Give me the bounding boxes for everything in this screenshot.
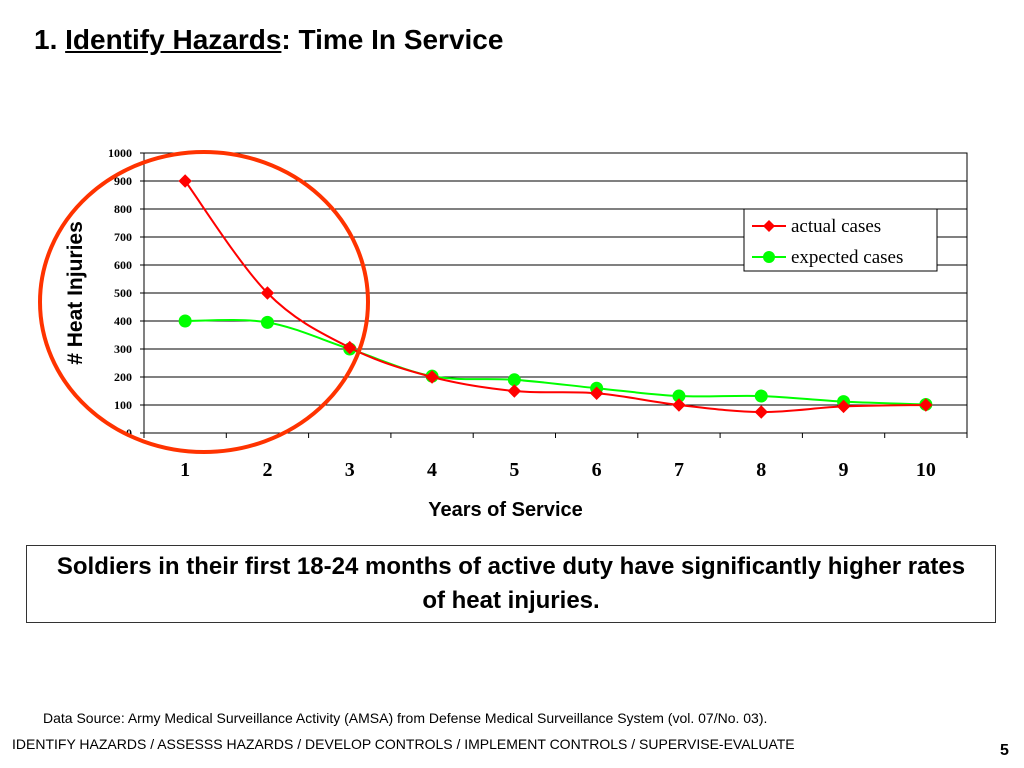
legend-marker-actual-cases: [763, 220, 775, 232]
footer-process-steps: IDENTIFY HAZARDS / ASSESSS HAZARDS / DEV…: [12, 736, 795, 752]
expected-cases-point: [178, 314, 192, 328]
x-tick-label: 7: [674, 459, 684, 481]
y-tick-label: 700: [114, 230, 132, 244]
y-tick-label: 900: [114, 174, 132, 188]
data-source-note: Data Source: Army Medical Surveillance A…: [43, 710, 768, 726]
actual-cases-point: [507, 384, 522, 398]
actual-cases-line: [184, 180, 926, 414]
actual-cases-point: [672, 398, 686, 412]
y-tick-label: 200: [114, 370, 132, 384]
slide-title: 1. Identify Hazards: Time In Service: [34, 24, 503, 56]
x-tick-label: 1: [180, 459, 190, 481]
y-tick-label: 800: [114, 202, 132, 216]
x-tick-label: 4: [427, 459, 437, 481]
title-suffix: : Time In Service: [281, 24, 504, 55]
y-tick-label: 1000: [108, 146, 132, 160]
x-tick-label: 9: [839, 459, 849, 481]
legend-label-actual-cases: actual cases: [791, 216, 881, 237]
callout-text: Soldiers in their first 18-24 months of …: [56, 553, 966, 614]
y-tick-label: 600: [114, 258, 132, 272]
actual-cases-point: [425, 370, 439, 384]
x-tick-label: 5: [509, 459, 519, 481]
highlight-circle: [38, 150, 370, 454]
actual-cases-point: [343, 340, 357, 355]
legend-label-expected-cases: expected cases: [791, 247, 903, 268]
actual-cases-point: [260, 286, 275, 300]
y-axis-title: # Heat Injuries: [64, 221, 87, 365]
actual-cases-point: [178, 174, 192, 188]
legend-marker-expected-cases: [763, 251, 775, 263]
x-tick-label: 10: [916, 459, 936, 481]
actual-cases-point: [589, 386, 604, 400]
actual-cases-point: [754, 405, 768, 419]
title-underlined: Identify Hazards: [65, 24, 282, 55]
expected-cases-point: [507, 373, 521, 387]
y-tick-label: 0: [126, 426, 132, 440]
y-tick-label: 300: [114, 342, 132, 356]
expected-cases-point: [754, 389, 768, 403]
x-tick-label: 3: [345, 459, 355, 481]
callout-box: Soldiers in their first 18-24 months of …: [26, 545, 996, 623]
actual-cases-point: [919, 398, 933, 412]
x-axis-title: Years of Service: [428, 499, 583, 521]
expected-cases-point: [260, 315, 274, 329]
page-number: 5: [1000, 742, 1009, 759]
expected-cases-line: [185, 318, 926, 406]
y-tick-label: 100: [114, 398, 132, 412]
heat-injuries-chart: 0 100 200 300 400 500 600 700 800 900 1000 1 2 3 4 5 6 7 8…: [38, 146, 968, 521]
actual-cases-point: [836, 399, 851, 414]
legend-box: [743, 208, 938, 272]
y-tick-label: 500: [114, 286, 132, 300]
x-tick-label: 8: [756, 459, 766, 481]
x-tick-label: 2: [262, 459, 272, 481]
x-tick-label: 6: [592, 459, 602, 481]
title-prefix: 1.: [34, 24, 66, 55]
y-tick-label: 400: [114, 314, 132, 328]
